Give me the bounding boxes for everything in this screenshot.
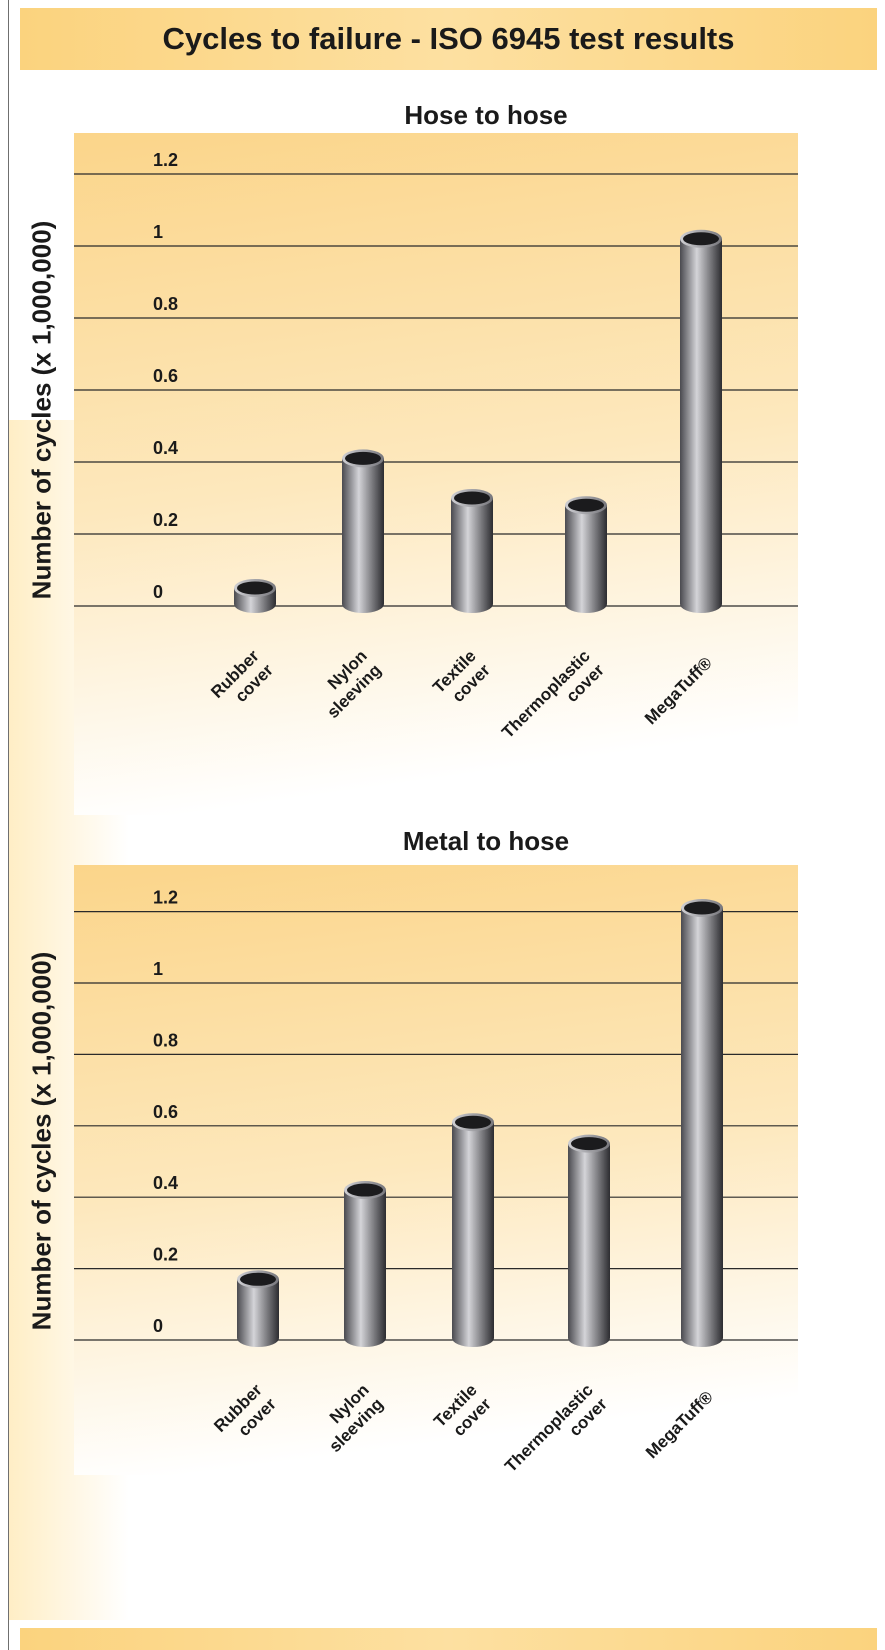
bar-cap-top bbox=[455, 1115, 491, 1129]
bar-body bbox=[565, 505, 607, 613]
bar-nylon-sleeving bbox=[342, 449, 384, 613]
footer-banner bbox=[20, 1628, 877, 1650]
y-tick-label: 0 bbox=[153, 582, 163, 602]
bar-body bbox=[342, 458, 384, 613]
y-tick-label: 0.4 bbox=[153, 438, 178, 458]
y-tick-label: 0.8 bbox=[153, 1030, 178, 1050]
y-axis-title: Number of cycles (x 1,000,000) bbox=[26, 220, 57, 600]
bar-cap-top bbox=[454, 491, 490, 505]
chart-title: Hose to hose bbox=[404, 100, 568, 130]
bar-rubber-cover bbox=[234, 579, 276, 613]
page-title: Cycles to failure - ISO 6945 test result… bbox=[162, 21, 735, 56]
title-banner: Cycles to failure - ISO 6945 test result… bbox=[20, 8, 877, 70]
y-tick-label: 1 bbox=[153, 959, 163, 979]
bar-cap-top bbox=[345, 451, 381, 465]
y-tick-label: 0.2 bbox=[153, 1245, 178, 1265]
y-tick-label: 0 bbox=[153, 1316, 163, 1336]
bar-nylon-sleeving bbox=[344, 1181, 386, 1347]
y-tick-label: 0.8 bbox=[153, 294, 178, 314]
bar-cap-top bbox=[347, 1183, 383, 1197]
chart-metal-to-hose: 0 0.2 0.4 0.6 0.8 1 1.2 Rubbercover Nylonsleevin… bbox=[0, 823, 885, 1583]
y-tick-label: 0.4 bbox=[153, 1173, 178, 1193]
bar-rubber-cover bbox=[237, 1270, 279, 1347]
bar-body bbox=[680, 238, 722, 614]
bar-body bbox=[344, 1190, 386, 1347]
bar-body bbox=[452, 1122, 494, 1347]
bar-megatuff bbox=[681, 899, 723, 1347]
bar-cap-top bbox=[240, 1272, 276, 1286]
chart-title: Metal to hose bbox=[402, 826, 570, 856]
bar-cap-top bbox=[683, 232, 719, 246]
bar-cap-top bbox=[237, 581, 273, 595]
bar-body bbox=[568, 1143, 610, 1347]
y-tick-label: 1.2 bbox=[153, 150, 178, 170]
bar-body bbox=[681, 908, 723, 1347]
y-tick-label: 1 bbox=[153, 222, 163, 242]
bar-thermoplastic-cover bbox=[568, 1134, 610, 1347]
bar-body bbox=[451, 498, 493, 613]
plot-area bbox=[74, 865, 798, 1475]
bar-textile-cover bbox=[452, 1113, 494, 1347]
y-tick-label: 0.6 bbox=[153, 1102, 178, 1122]
bar-textile-cover bbox=[451, 489, 493, 613]
bar-megatuff bbox=[680, 229, 722, 614]
bar-cap-top bbox=[571, 1137, 607, 1151]
y-tick-label: 1.2 bbox=[153, 888, 178, 908]
bar-thermoplastic-cover bbox=[565, 496, 607, 613]
y-tick-label: 0.6 bbox=[153, 366, 178, 386]
bar-cap-top bbox=[684, 901, 720, 915]
y-tick-label: 0.2 bbox=[153, 510, 178, 530]
bar-cap-top bbox=[568, 498, 604, 512]
left-margin-rule bbox=[8, 0, 9, 1650]
y-axis-title: Number of cycles (x 1,000,000) bbox=[26, 951, 57, 1331]
bar-body bbox=[237, 1279, 279, 1347]
plot-area bbox=[74, 133, 798, 815]
chart-hose-to-hose: 0 0.2 0.4 0.6 0.8 1 1.2 Rubbercover Nylonsleevin… bbox=[0, 95, 885, 855]
